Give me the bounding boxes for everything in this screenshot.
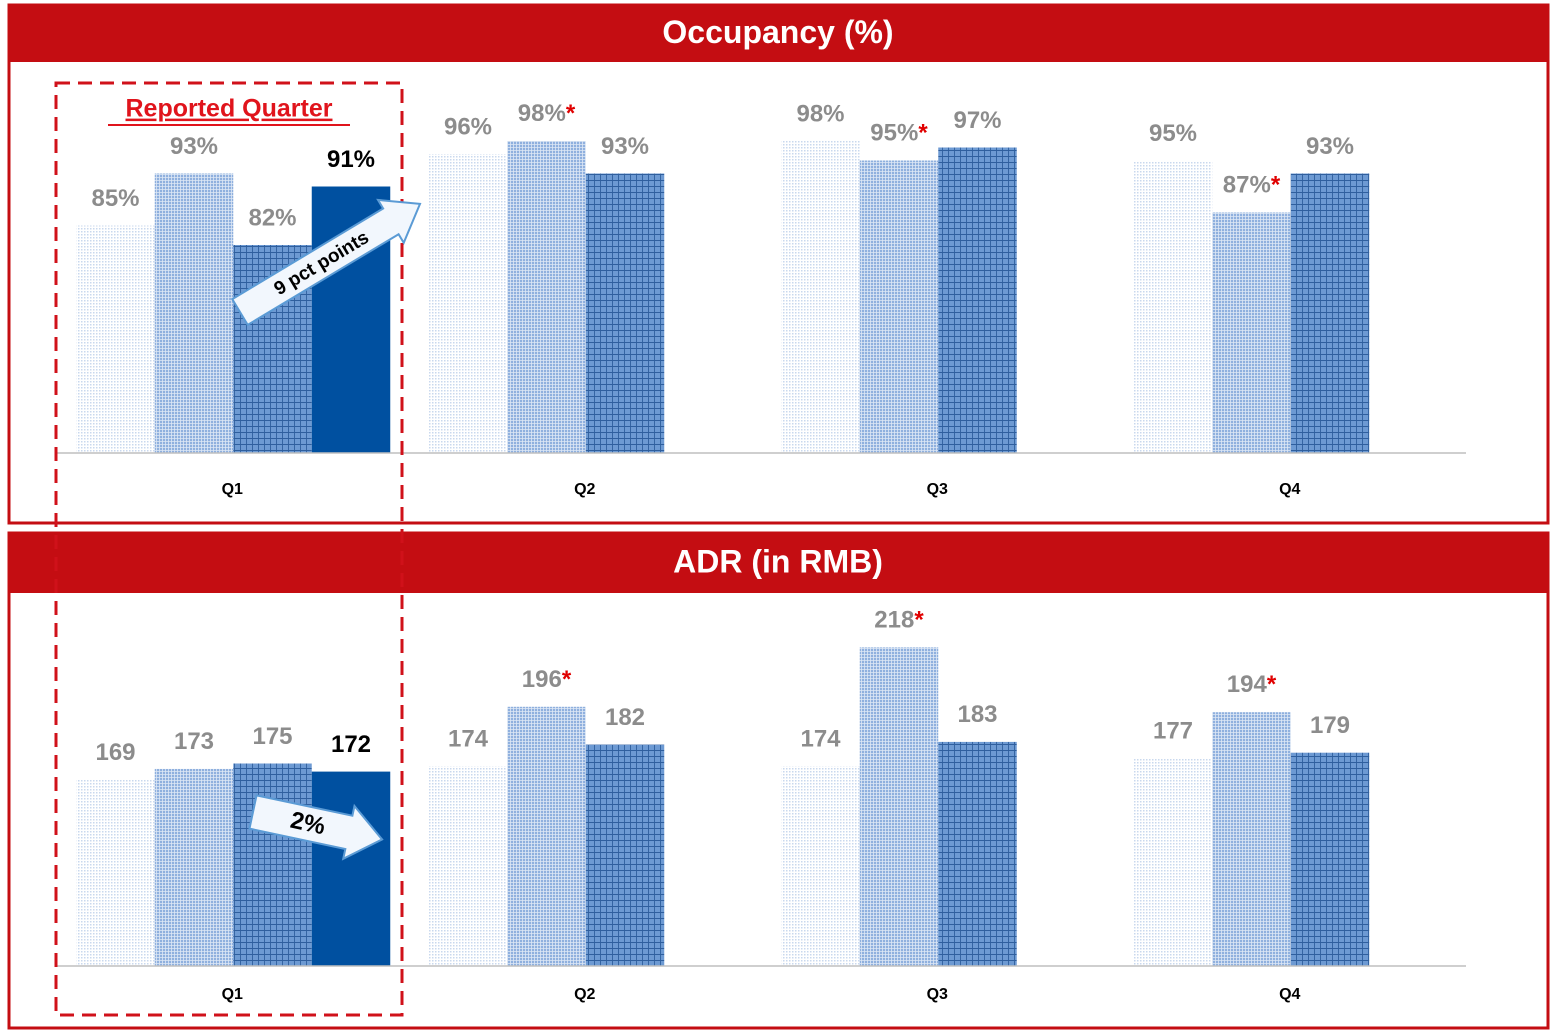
value-label: 95%* bbox=[870, 120, 928, 147]
value-label: 175 bbox=[252, 723, 292, 750]
value-label: 182 bbox=[605, 704, 645, 731]
value-label: 174 bbox=[448, 726, 489, 753]
x-tick-label: Q3 bbox=[927, 481, 948, 498]
bar bbox=[859, 647, 939, 966]
x-tick-label: Q1 bbox=[222, 986, 243, 1003]
bar bbox=[233, 763, 312, 966]
bar bbox=[1290, 173, 1370, 453]
bar bbox=[585, 744, 665, 966]
reported-quarter-label: Reported Quarter bbox=[126, 95, 333, 123]
bar bbox=[1212, 212, 1291, 453]
value-label: 98%* bbox=[518, 100, 576, 127]
value-label: 183 bbox=[957, 701, 997, 728]
bar bbox=[585, 173, 665, 453]
occupancy-arrow-shape bbox=[230, 198, 422, 327]
bar bbox=[859, 160, 939, 453]
value-label: 85% bbox=[91, 185, 139, 212]
value-label: 91% bbox=[327, 146, 375, 173]
bar bbox=[154, 173, 234, 453]
bar bbox=[428, 154, 508, 453]
value-label: 194* bbox=[1227, 672, 1277, 699]
panel-header bbox=[9, 5, 1548, 62]
value-label: 93% bbox=[601, 133, 649, 160]
bar bbox=[1133, 758, 1213, 966]
bar bbox=[1133, 160, 1213, 453]
value-label: 173 bbox=[174, 728, 214, 755]
value-label: 95% bbox=[1149, 120, 1197, 147]
bar bbox=[1212, 712, 1291, 966]
x-tick-label: Q4 bbox=[1279, 481, 1300, 498]
panel-header bbox=[9, 533, 1548, 593]
value-label: 174 bbox=[800, 726, 841, 753]
bar bbox=[507, 141, 586, 453]
value-label: 172 bbox=[331, 731, 371, 758]
bar bbox=[154, 768, 234, 966]
bar bbox=[311, 771, 391, 966]
bar bbox=[507, 706, 586, 966]
x-tick-label: Q2 bbox=[574, 986, 595, 1003]
panel-title: ADR (in RMB) bbox=[673, 543, 883, 579]
adr-arrow: 2% bbox=[248, 794, 384, 861]
value-label: 93% bbox=[1306, 133, 1354, 160]
x-tick-label: Q3 bbox=[927, 986, 948, 1003]
value-label: 98% bbox=[796, 100, 844, 127]
value-label: 87%* bbox=[1223, 172, 1281, 199]
bar bbox=[428, 766, 508, 966]
value-label: 93% bbox=[170, 133, 218, 160]
adr-arrow-shape bbox=[248, 794, 384, 861]
value-label: 179 bbox=[1310, 712, 1350, 739]
value-label: 196* bbox=[522, 666, 572, 693]
value-label: 169 bbox=[95, 739, 135, 766]
bar bbox=[938, 741, 1017, 966]
value-label: 97% bbox=[953, 107, 1001, 134]
bar bbox=[1290, 752, 1370, 966]
x-tick-label: Q4 bbox=[1279, 986, 1300, 1003]
bar bbox=[781, 766, 860, 966]
x-tick-label: Q2 bbox=[574, 481, 595, 498]
value-label: 96% bbox=[444, 113, 492, 140]
reported-quarter-box bbox=[54, 81, 404, 1017]
value-label: 218* bbox=[874, 607, 924, 634]
value-label: 177 bbox=[1153, 717, 1193, 744]
x-tick-label: Q1 bbox=[222, 481, 243, 498]
bar bbox=[781, 141, 860, 453]
bar bbox=[76, 779, 155, 966]
bar bbox=[76, 225, 155, 453]
bar bbox=[938, 147, 1017, 453]
panel-title: Occupancy (%) bbox=[662, 14, 893, 50]
value-label: 82% bbox=[248, 204, 296, 231]
